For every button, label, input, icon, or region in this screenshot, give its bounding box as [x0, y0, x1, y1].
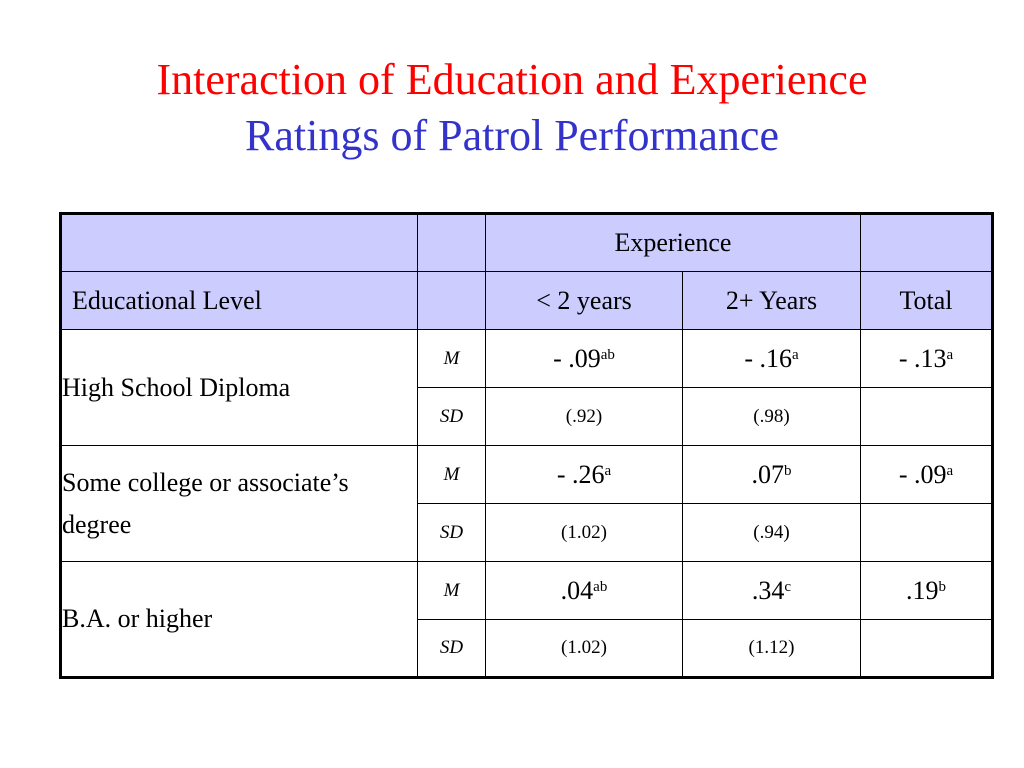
- table-row: SD (1.02) (1.12): [61, 619, 993, 678]
- significance-superscript: a: [792, 346, 799, 363]
- mean-value: .04: [560, 575, 594, 605]
- mean-value: - .16: [744, 343, 792, 373]
- header-empty-cell: [60, 213, 418, 272]
- table-row: SD (1.02) (.94): [61, 503, 993, 562]
- significance-superscript: b: [938, 578, 947, 595]
- mean-label: M: [417, 445, 486, 504]
- title-line-1: Interaction of Education and Experience: [156, 55, 868, 104]
- mean-value: .34: [751, 575, 785, 605]
- sd-label: SD: [417, 387, 486, 446]
- mean-value-cell: .07b: [682, 445, 861, 504]
- significance-superscript: ab: [593, 578, 608, 595]
- slide-title: Interaction of Education and Experience …: [0, 52, 1024, 164]
- mean-value-cell: .04ab: [485, 561, 683, 620]
- column-header-under-2-years: < 2 years: [485, 271, 683, 330]
- mean-value-cell: - .09ab: [485, 329, 683, 388]
- sd-value: [860, 387, 993, 446]
- mean-value-cell: - .09a: [860, 445, 993, 504]
- sd-value: (.94): [682, 503, 861, 562]
- column-header-total: Total: [860, 271, 993, 330]
- column-header-2-plus-years: 2+ Years: [682, 271, 861, 330]
- mean-label: M: [417, 329, 486, 388]
- table-row: Some college or associate’s degree M - .…: [60, 445, 993, 562]
- significance-superscript: a: [946, 462, 954, 479]
- mean-value: - .13: [898, 343, 947, 373]
- significance-superscript: b: [784, 462, 792, 479]
- mean-value: - .09: [898, 459, 947, 489]
- header-row-experience: Experience: [60, 213, 993, 272]
- mean-label: M: [417, 561, 486, 620]
- sd-value: (1.02): [485, 619, 683, 678]
- mean-value: .07: [751, 459, 785, 489]
- sd-value: [860, 619, 993, 678]
- table-row: B.A. or higher M .04ab .34c .19b: [60, 561, 993, 678]
- significance-superscript: c: [784, 578, 792, 595]
- sd-label: SD: [417, 619, 486, 678]
- sd-value: (.92): [485, 387, 683, 446]
- significance-superscript: ab: [600, 346, 615, 363]
- education-level-cell: B.A. or higher: [60, 561, 418, 678]
- sd-value: (.98): [682, 387, 861, 446]
- experience-group-header: Experience: [485, 213, 861, 272]
- significance-superscript: a: [604, 462, 612, 479]
- sd-value: [860, 503, 993, 562]
- mean-value: - .09: [553, 343, 601, 373]
- mean-value: - .26: [556, 459, 605, 489]
- mean-value-cell: .19b: [860, 561, 993, 620]
- mean-value-cell: - .16a: [682, 329, 861, 388]
- table-row: High School Diploma M - .09ab - .16a - .…: [60, 329, 993, 446]
- education-level-cell: High School Diploma: [60, 329, 418, 446]
- sd-label: SD: [417, 503, 486, 562]
- header-row-columns: Educational Level < 2 years 2+ Years Tot…: [60, 271, 993, 330]
- header-empty-cell: [417, 213, 486, 272]
- significance-superscript: a: [946, 346, 954, 363]
- header-empty-cell: [417, 271, 486, 330]
- sd-value: (1.12): [682, 619, 861, 678]
- ratings-table: Experience Educational Level < 2 years 2…: [59, 212, 994, 679]
- table-row: SD (.92) (.98): [61, 387, 993, 446]
- mean-value-cell: - .26a: [485, 445, 683, 504]
- mean-value-cell: - .13a: [860, 329, 993, 388]
- header-empty-cell: [860, 213, 993, 272]
- educational-level-header: Educational Level: [60, 271, 418, 330]
- sd-value: (1.02): [485, 503, 683, 562]
- education-level-cell: Some college or associate’s degree: [60, 445, 418, 562]
- mean-value-cell: .34c: [682, 561, 861, 620]
- title-line-2: Ratings of Patrol Performance: [245, 111, 779, 160]
- mean-value: .19: [906, 575, 939, 605]
